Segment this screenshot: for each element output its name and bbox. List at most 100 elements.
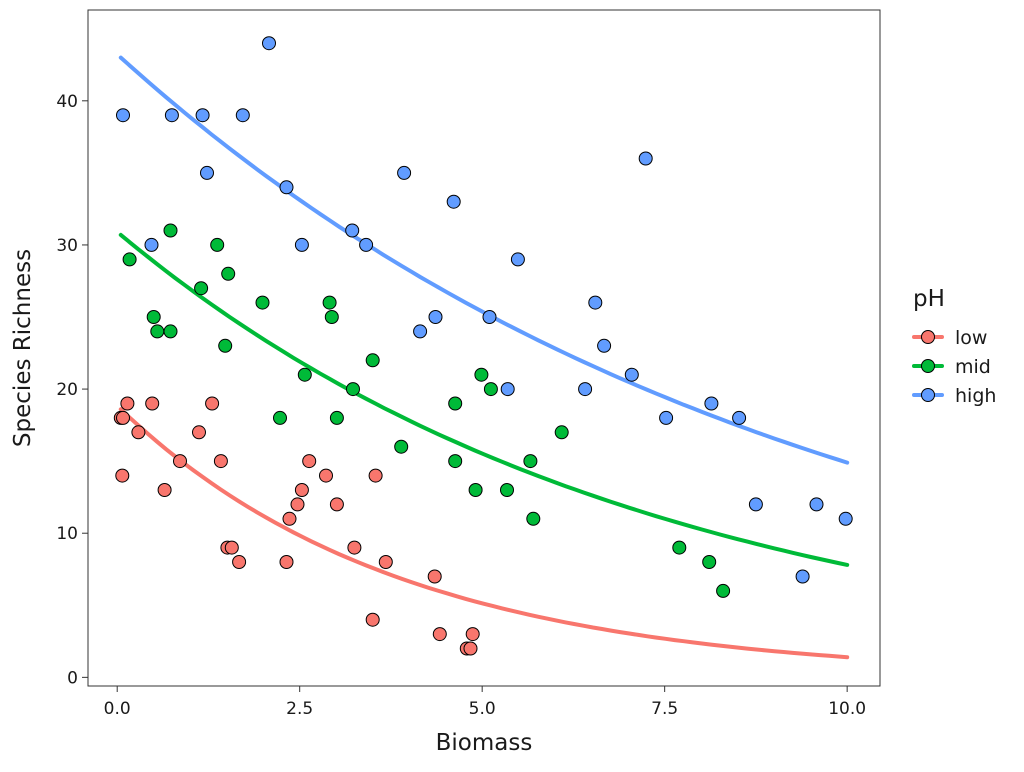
data-point-low xyxy=(115,468,130,483)
data-point-high xyxy=(428,310,443,324)
x-tick-label: 0.0 xyxy=(104,699,131,719)
data-point-low xyxy=(347,540,362,555)
data-point-high xyxy=(345,223,360,238)
data-point-high xyxy=(235,108,250,123)
legend-marker-low xyxy=(921,330,935,344)
data-point-mid xyxy=(468,483,483,497)
y-axis-title: Species Richness xyxy=(10,249,36,447)
data-point-mid xyxy=(210,237,225,252)
data-point-mid xyxy=(194,281,209,296)
data-point-mid xyxy=(329,410,344,425)
data-point-mid xyxy=(526,511,541,526)
legend-marker-high xyxy=(921,388,935,402)
data-point-low xyxy=(282,511,297,526)
data-point-high xyxy=(704,396,719,411)
x-axis-title: Biomass xyxy=(436,730,533,756)
data-point-high xyxy=(732,410,747,425)
data-point-high xyxy=(144,237,159,252)
data-point-low xyxy=(131,425,146,440)
data-point-low xyxy=(319,468,333,483)
fit-lines xyxy=(118,55,850,660)
data-point-high xyxy=(164,108,179,123)
data-point-high xyxy=(500,382,515,397)
data-point-high xyxy=(262,36,276,51)
y-tick-label: 30 xyxy=(56,236,78,256)
data-point-low xyxy=(427,569,442,584)
y-axis: 0 10 20 30 40 xyxy=(56,92,88,688)
data-point-high xyxy=(624,367,639,382)
fit-line-mid xyxy=(118,232,850,567)
data-point-high xyxy=(809,497,824,512)
data-point-low xyxy=(279,555,294,569)
data-point-high xyxy=(359,237,374,252)
data-point-low xyxy=(224,540,239,555)
data-point-low xyxy=(432,627,447,642)
data-point-low xyxy=(463,641,478,656)
y-tick-label: 20 xyxy=(56,380,78,400)
data-point-high xyxy=(482,310,497,324)
data-point-low xyxy=(294,483,309,497)
data-point-mid xyxy=(672,540,687,555)
data-point-low xyxy=(378,555,393,569)
data-point-mid xyxy=(150,324,165,339)
data-point-mid xyxy=(448,454,463,469)
data-point-low xyxy=(116,410,130,425)
data-point-high xyxy=(195,108,210,123)
data-point-mid xyxy=(273,410,287,425)
data-point-high xyxy=(838,511,853,526)
legend-title: pH xyxy=(913,286,945,312)
data-point-low xyxy=(232,555,247,569)
data-point-mid xyxy=(554,425,569,440)
data-point-mid xyxy=(346,382,360,397)
data-point-mid xyxy=(523,454,538,469)
data-point-mid xyxy=(716,583,731,598)
data-point-high xyxy=(116,108,130,123)
data-point-mid xyxy=(324,310,339,324)
fit-line-high xyxy=(118,55,850,465)
y-tick-label: 40 xyxy=(56,92,78,112)
legend-marker-mid xyxy=(921,359,935,373)
data-point-high xyxy=(510,252,525,267)
data-point-high xyxy=(446,194,461,209)
data-point-mid xyxy=(255,295,270,310)
fit-line-low xyxy=(118,407,850,660)
data-point-low xyxy=(290,497,305,512)
data-point-high xyxy=(200,165,214,180)
legend-label-low: low xyxy=(955,327,987,349)
data-point-low xyxy=(173,454,187,469)
data-point-mid xyxy=(474,367,489,382)
data-point-low xyxy=(205,396,220,411)
data-point-high xyxy=(279,180,294,195)
data-point-low xyxy=(465,627,480,642)
data-point-mid xyxy=(221,266,236,281)
x-tick-label: 2.5 xyxy=(286,699,313,719)
y-tick-label: 10 xyxy=(56,524,78,544)
data-point-mid xyxy=(365,353,380,368)
legend-label-mid: mid xyxy=(955,356,991,378)
data-point-mid xyxy=(163,324,178,339)
data-point-mid xyxy=(322,295,337,310)
data-point-high xyxy=(294,237,309,252)
data-point-mid xyxy=(448,396,463,411)
data-point-high xyxy=(578,382,593,397)
data-point-high xyxy=(597,338,612,353)
data-point-low xyxy=(329,497,344,512)
data-point-high xyxy=(795,569,810,584)
data-point-mid xyxy=(500,483,514,497)
data-point-mid xyxy=(146,310,161,324)
y-tick-label: 0 xyxy=(67,668,78,688)
data-point-low xyxy=(145,396,160,411)
legend-label-high: high xyxy=(955,385,996,407)
x-tick-label: 5.0 xyxy=(469,699,496,719)
x-axis: 0.0 2.5 5.0 7.5 10.0 xyxy=(104,686,866,719)
data-point-mid xyxy=(297,367,312,382)
data-point-mid xyxy=(483,382,498,397)
data-point-high xyxy=(659,410,674,425)
data-point-high xyxy=(588,295,603,310)
data-point-high xyxy=(748,497,763,512)
data-point-low xyxy=(368,468,383,483)
x-tick-label: 7.5 xyxy=(651,699,678,719)
data-point-mid xyxy=(218,338,233,353)
